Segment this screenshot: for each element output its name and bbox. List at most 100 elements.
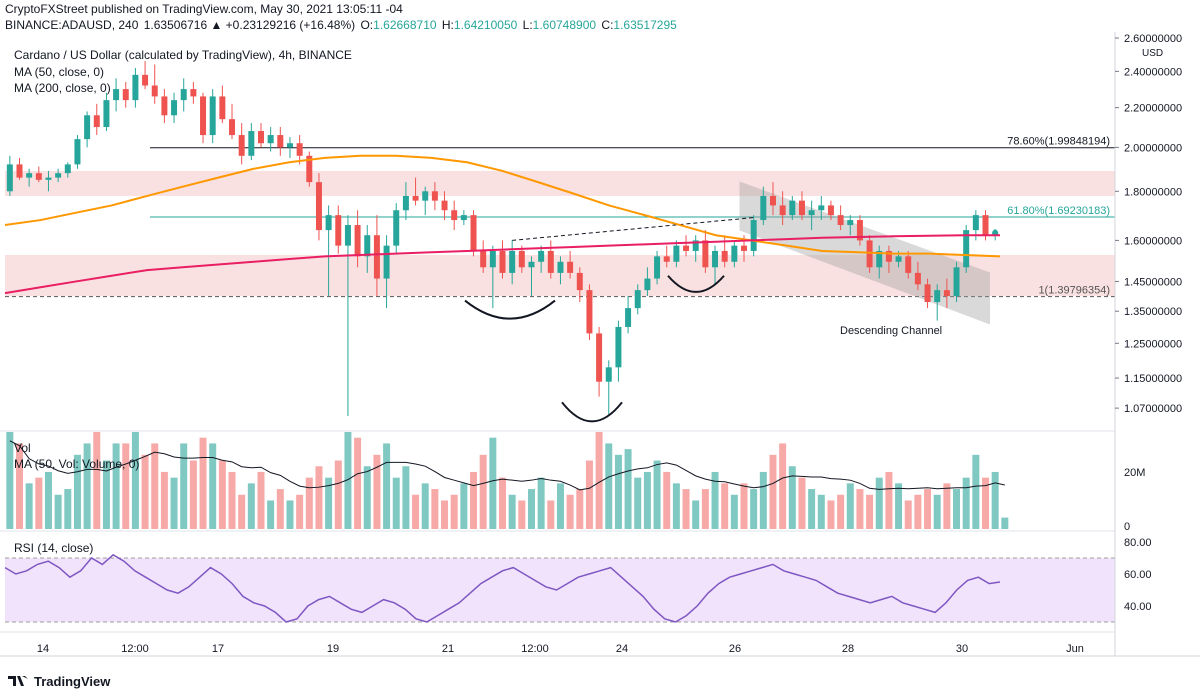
resistance-zone — [5, 170, 1115, 196]
rsi-tick-label: 80.00 — [1124, 537, 1152, 549]
open-value: 1.62668710 — [373, 18, 437, 32]
candle-body — [654, 256, 661, 279]
candle-body — [74, 139, 81, 165]
volume-bar — [122, 443, 130, 529]
volume-bar — [653, 460, 661, 529]
tradingview-logo-icon — [8, 676, 28, 686]
neckline — [512, 217, 754, 241]
candle-body — [538, 250, 545, 262]
volume-bar — [499, 477, 506, 529]
volume-bar — [788, 466, 796, 529]
chart-title: Cardano / US Dollar (calculated by Tradi… — [14, 48, 352, 62]
candle-body — [856, 220, 863, 241]
candle-body — [808, 210, 815, 216]
volume-bar — [750, 489, 758, 529]
candle-body — [847, 220, 854, 226]
candle-body — [615, 326, 622, 368]
candle-body — [586, 290, 593, 334]
volume-bar — [595, 432, 603, 529]
volume-bar — [866, 494, 874, 529]
candle-body — [499, 250, 506, 273]
time-tick-label: 30 — [956, 643, 968, 655]
volume-ma-legend[interactable]: MA (50, Vol: Volume, 0) — [14, 457, 140, 471]
volume-bar — [875, 477, 883, 529]
candle-body — [518, 250, 525, 268]
volume-legend[interactable]: Vol — [14, 441, 31, 455]
time-tick-label: 17 — [212, 643, 224, 655]
volume-bar — [54, 494, 62, 529]
candle-body — [383, 245, 390, 279]
close-label: C: — [601, 18, 614, 32]
volume-bar — [885, 471, 893, 529]
price-tick-label: 2.00000000 — [1124, 142, 1182, 154]
volume-bar — [199, 437, 207, 529]
volume-bar — [624, 449, 632, 529]
volume-bar — [991, 471, 999, 529]
volume-bar — [672, 483, 680, 529]
price-tick-label: 1.80000000 — [1124, 186, 1182, 198]
ma50-legend[interactable]: MA (50, close, 0) — [14, 65, 105, 79]
volume-bar — [605, 443, 613, 529]
candle-body — [171, 100, 178, 116]
volume-bar — [151, 443, 159, 529]
rsi-legend[interactable]: RSI (14, close) — [14, 541, 94, 555]
price-tick-label: 1.45000000 — [1124, 276, 1182, 288]
volume-bar — [392, 477, 400, 529]
price-tick-label: 2.20000000 — [1124, 103, 1182, 115]
volume-bar — [808, 489, 816, 529]
fib-label: 1(1.39796354) — [1038, 285, 1110, 297]
volume-bar — [334, 460, 342, 529]
last-price-dot — [993, 229, 998, 234]
volume-bar — [769, 454, 777, 529]
candle-body — [190, 89, 197, 97]
volume-bar — [730, 494, 738, 529]
volume-bar — [228, 471, 236, 529]
chart-svg[interactable]: 78.60%(1.99848194) 61.80%(1.69230183) 1(1.… — [0, 32, 1200, 672]
volume-bar — [904, 500, 912, 529]
candle-body — [55, 173, 62, 178]
candle-body — [644, 278, 651, 291]
volume-bar — [982, 477, 990, 529]
candle-body — [325, 215, 332, 231]
candle-body — [741, 245, 747, 251]
volume-bar — [556, 483, 564, 529]
chart-frame[interactable]: 78.60%(1.99848194) 61.80%(1.69230183) 1(1.… — [0, 32, 1200, 672]
volume-bar — [35, 477, 43, 529]
volume-bar — [160, 471, 168, 529]
volume-bar — [537, 477, 545, 529]
close-value: 1.63517295 — [613, 18, 677, 32]
candle-body — [673, 245, 680, 262]
candle-body — [364, 235, 371, 257]
candle-body — [567, 261, 574, 273]
time-tick-label: 12:00 — [521, 643, 549, 655]
volume-ma-line — [9, 440, 1005, 491]
right-shoulder-arc — [667, 275, 725, 293]
volume-bar — [846, 483, 854, 529]
candle-body — [122, 89, 129, 101]
volume-bar — [450, 494, 458, 529]
candle-body — [209, 96, 216, 136]
footer: TradingView — [8, 670, 110, 692]
volume-bar — [412, 494, 420, 529]
candle-body — [441, 200, 448, 211]
rsi-tick-label: 40.00 — [1124, 601, 1152, 613]
candle-body — [451, 210, 458, 221]
candle-body — [731, 245, 738, 262]
time-tick-label: 26 — [729, 643, 741, 655]
rsi-line — [4, 553, 1001, 623]
time-tick-label: 12:00 — [121, 643, 149, 655]
ma200-legend[interactable]: MA (200, close, 0) — [14, 81, 111, 95]
candle-body — [267, 135, 274, 144]
ohlc-line: BINANCE:ADAUSD, 240 1.63506716 ▲ +0.2312… — [5, 18, 677, 36]
volume-bar — [953, 489, 961, 529]
candle-body — [248, 131, 255, 156]
volume-tick-label: 0 — [1124, 521, 1130, 533]
candle-body — [914, 272, 921, 285]
candle-body — [789, 200, 796, 216]
volume-bar — [837, 494, 845, 529]
candle-body — [547, 250, 554, 273]
candle-body — [238, 135, 245, 156]
volume-bar — [895, 483, 903, 529]
candle-body — [470, 215, 477, 251]
candle-body — [576, 272, 583, 291]
